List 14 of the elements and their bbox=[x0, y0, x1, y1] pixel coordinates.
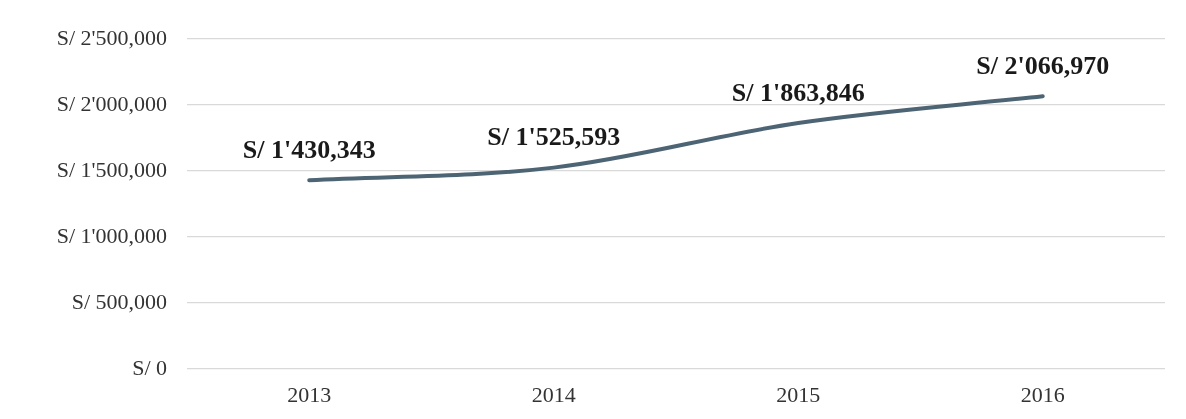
data-label: S/ 1'430,343 bbox=[242, 134, 376, 164]
y-tick-label: S/ 0 bbox=[132, 354, 167, 380]
x-tick-label: 2013 bbox=[287, 381, 332, 407]
y-tick-label: S/ 1'000,000 bbox=[56, 222, 167, 248]
y-tick-label: S/ 2'000,000 bbox=[56, 90, 167, 116]
y-tick-label: S/ 1'500,000 bbox=[56, 156, 167, 182]
y-tick-label: S/ 500,000 bbox=[71, 288, 167, 314]
x-tick-label: 2015 bbox=[776, 381, 821, 407]
y-tick-label: S/ 2'500,000 bbox=[56, 24, 167, 50]
x-tick-label: 2016 bbox=[1020, 381, 1065, 407]
data-label: S/ 1'525,593 bbox=[487, 122, 621, 152]
data-label: S/ 1'863,846 bbox=[731, 77, 865, 107]
x-tick-label: 2014 bbox=[531, 381, 576, 407]
data-label: S/ 2'066,970 bbox=[976, 50, 1110, 80]
